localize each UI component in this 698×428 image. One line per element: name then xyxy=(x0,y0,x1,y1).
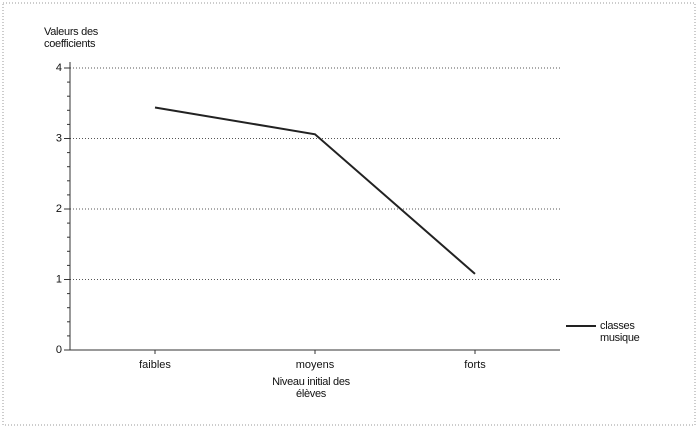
x-tick-label: forts xyxy=(464,359,486,371)
y-tick-label: 1 xyxy=(56,273,62,285)
x-axis-label: Niveau initial des élèves xyxy=(272,376,350,400)
y-tick-label: 4 xyxy=(56,62,62,74)
y-tick-label: 3 xyxy=(56,132,62,144)
y-tick-label: 2 xyxy=(56,203,62,215)
y-tick-label: 0 xyxy=(56,344,62,356)
y-axis-label: Valeurs des coefficients xyxy=(44,26,98,50)
legend-label: classes musique xyxy=(600,320,640,344)
series-line xyxy=(154,106,476,275)
x-tick-label: faibles xyxy=(139,359,171,371)
x-tick-label: moyens xyxy=(296,359,335,371)
